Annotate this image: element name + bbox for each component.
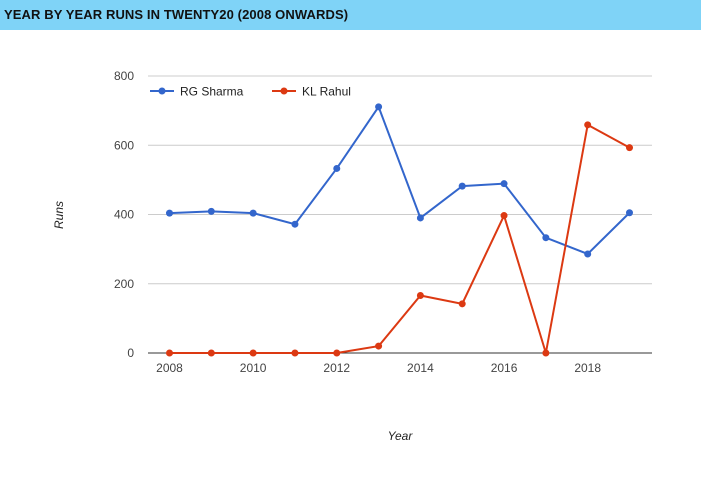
- data-point-rg-sharma: [542, 234, 550, 242]
- data-point-rg-sharma: [249, 209, 257, 217]
- x-tick-label: 2008: [156, 361, 183, 375]
- data-point-rg-sharma: [333, 164, 341, 172]
- page-title: YEAR BY YEAR RUNS IN TWENTY20 (2008 ONWA…: [4, 7, 349, 22]
- data-point-kl-rahul: [416, 292, 424, 300]
- data-point-kl-rahul: [166, 349, 173, 357]
- data-point-rg-sharma: [416, 214, 424, 222]
- y-tick-label: 400: [114, 208, 134, 222]
- x-tick-label: 2014: [407, 361, 434, 375]
- data-point-kl-rahul: [249, 349, 257, 357]
- data-point-kl-rahul: [500, 212, 508, 220]
- data-point-kl-rahul: [542, 349, 550, 357]
- data-point-rg-sharma: [500, 180, 508, 188]
- legend-marker-rg-sharma: [158, 87, 166, 95]
- data-point-kl-rahul: [207, 349, 215, 357]
- data-point-rg-sharma: [207, 207, 215, 215]
- legend-marker-kl-rahul: [280, 87, 288, 95]
- series-line-rg-sharma: [169, 104, 631, 256]
- data-point-rg-sharma: [375, 103, 383, 111]
- data-point-kl-rahul: [458, 300, 466, 308]
- data-point-rg-sharma: [166, 209, 173, 217]
- x-axis-label: Year: [388, 429, 414, 443]
- y-tick-label: 200: [114, 277, 134, 291]
- data-point-rg-sharma: [626, 209, 633, 217]
- x-tick-label: 2018: [574, 361, 601, 375]
- data-point-kl-rahul: [291, 349, 299, 357]
- y-axis-label: Runs: [52, 201, 66, 229]
- data-point-kl-rahul: [584, 121, 592, 129]
- x-tick-label: 2012: [323, 361, 350, 375]
- x-tick-label: 2010: [240, 361, 267, 375]
- header-bar: YEAR BY YEAR RUNS IN TWENTY20 (2008 ONWA…: [0, 0, 701, 30]
- data-point-kl-rahul: [333, 349, 341, 357]
- data-point-kl-rahul: [375, 342, 383, 350]
- y-tick-label: 800: [114, 69, 134, 83]
- x-tick-label: 2016: [491, 361, 518, 375]
- data-point-rg-sharma: [291, 220, 299, 228]
- data-point-rg-sharma: [584, 250, 592, 258]
- data-point-rg-sharma: [458, 182, 466, 190]
- series-line-kl-rahul: [169, 123, 630, 354]
- y-tick-label: 0: [127, 346, 134, 360]
- data-point-kl-rahul: [626, 144, 633, 152]
- y-tick-label: 600: [114, 138, 134, 152]
- legend-label-rg-sharma: RG Sharma: [180, 85, 244, 99]
- legend-label-kl-rahul: KL Rahul: [302, 85, 351, 99]
